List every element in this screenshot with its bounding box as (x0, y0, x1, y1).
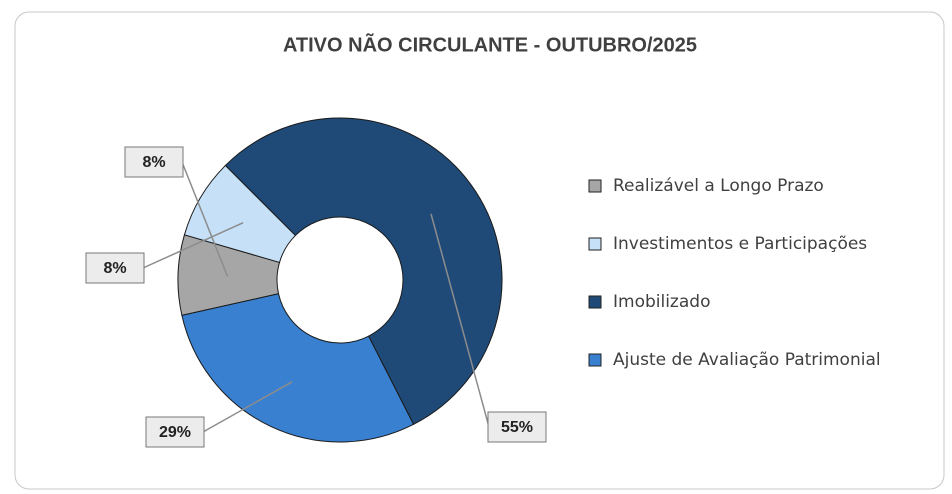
donut-slice (224, 117, 503, 426)
legend-label: Ajuste de Avaliação Patrimonial (613, 350, 881, 370)
leader-line (142, 222, 244, 269)
data-label: 8% (103, 260, 126, 277)
legend-label: Investimentos e Participações (613, 234, 867, 254)
chart-title: ATIVO NÃO CIRCULANTE - OUTUBRO/2025 (283, 33, 697, 56)
legend-swatch (588, 179, 602, 193)
legend-label: Imobilizado (613, 292, 710, 312)
data-label: 29% (159, 424, 191, 441)
label-box (145, 416, 205, 448)
legend-swatch (588, 237, 602, 251)
label-box (487, 411, 547, 443)
legend-label: Realizável a Longo Prazo (613, 176, 824, 196)
label-box (85, 252, 145, 284)
donut-slice (181, 293, 415, 443)
leader-line (202, 381, 293, 433)
label-box (124, 146, 184, 178)
data-label: 8% (142, 154, 165, 171)
legend-swatch (588, 353, 602, 367)
legend-swatch (588, 295, 602, 309)
leader-line (181, 161, 229, 277)
leader-line (430, 213, 490, 428)
data-label: 55% (501, 419, 533, 436)
